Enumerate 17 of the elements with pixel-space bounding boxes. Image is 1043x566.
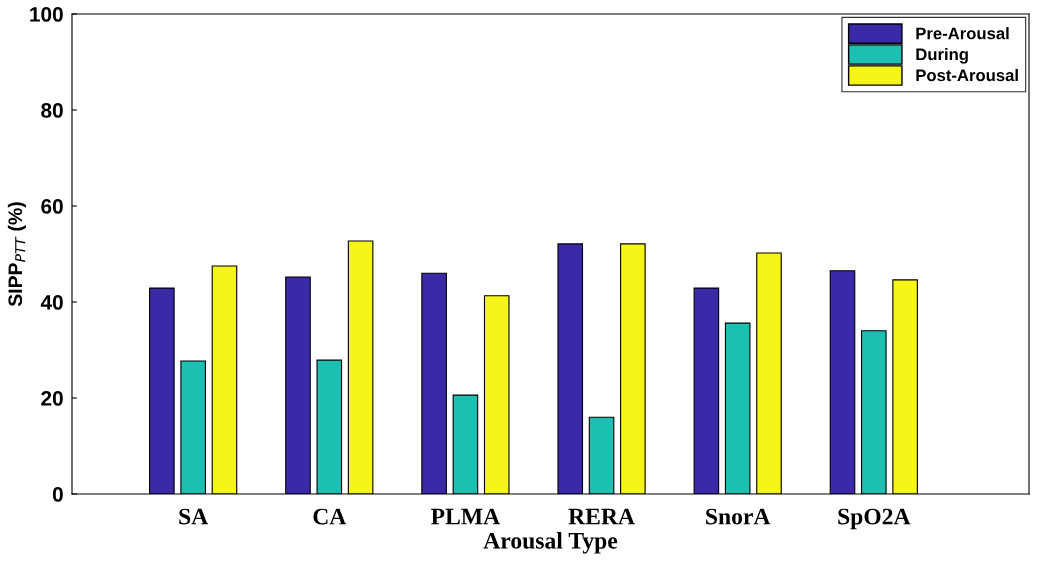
x-tick-label: SA	[179, 508, 209, 525]
legend-label: Post-Arousal	[916, 68, 1018, 82]
x-tick-label: SnorA	[706, 508, 771, 525]
legend-label: Pre-Arousal	[916, 27, 1009, 40]
legend-label: During	[916, 48, 968, 64]
y-tick-label: 20	[41, 391, 63, 406]
y-tick-label: 0	[52, 487, 63, 502]
x-tick-label: PLMA	[431, 508, 500, 525]
y-tick-label: 80	[41, 103, 63, 118]
y-tick-label: 100	[30, 7, 63, 22]
x-tick-label: CA	[313, 508, 347, 525]
y-tick-label: 60	[41, 199, 63, 214]
x-tick-label: RERA	[568, 508, 635, 525]
x-axis-title: Arousal Type	[483, 532, 618, 554]
y-tick-label: 40	[40, 295, 63, 310]
x-tick-label: SpO2A	[838, 508, 911, 530]
y-axis-title: SIPP$_{PTT}$ (%)	[7, 202, 26, 307]
